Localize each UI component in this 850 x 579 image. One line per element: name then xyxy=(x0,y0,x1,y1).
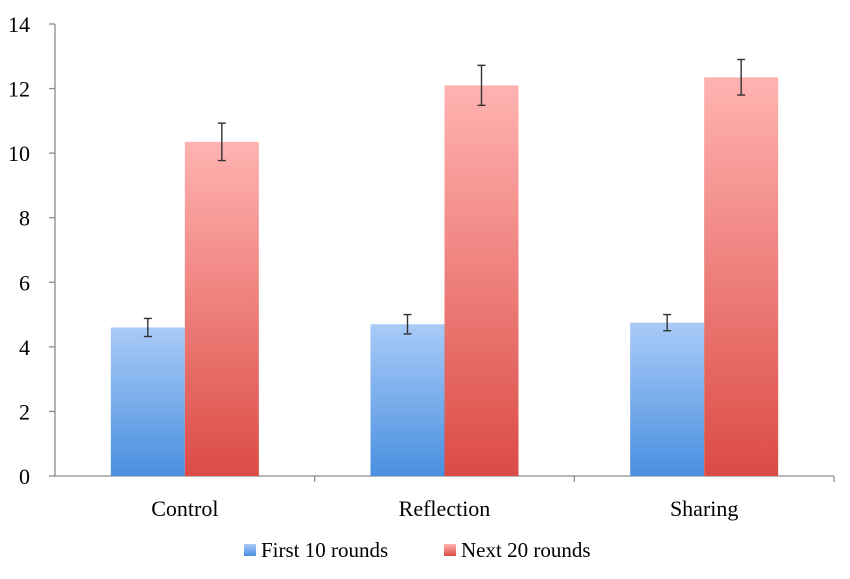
error-bar xyxy=(663,313,672,332)
bar-control-series-2 xyxy=(184,141,259,477)
error-bar xyxy=(403,313,412,335)
error-bar xyxy=(477,64,486,107)
legend: First 10 rounds Next 20 rounds xyxy=(244,538,591,562)
error-bar xyxy=(217,122,226,162)
y-tick-label: 10 xyxy=(8,141,30,166)
bars xyxy=(110,77,779,477)
bar-control-series-1 xyxy=(110,327,185,476)
y-tick-label: 14 xyxy=(8,12,30,37)
error-bars xyxy=(143,58,746,338)
legend-swatch xyxy=(444,544,456,556)
y-tick-label: 8 xyxy=(19,206,30,231)
category-labels: Control Reflection Sharing xyxy=(151,496,738,521)
category-label: Sharing xyxy=(670,496,738,521)
legend-label: Next 20 rounds xyxy=(461,538,591,562)
bar-reflection-series-2 xyxy=(444,85,519,476)
bar-sharing-series-2 xyxy=(704,77,779,477)
bar-reflection-series-1 xyxy=(370,324,445,476)
y-tick-label: 2 xyxy=(19,399,30,424)
bar-sharing-series-1 xyxy=(630,322,705,476)
legend-label: First 10 rounds xyxy=(261,538,388,562)
legend-swatch xyxy=(244,544,256,556)
error-bar xyxy=(737,58,746,96)
error-bar xyxy=(143,317,152,338)
y-tick-label: 4 xyxy=(19,335,30,360)
y-tick-label: 12 xyxy=(8,77,30,102)
category-label: Control xyxy=(151,496,218,521)
y-tick-label: 0 xyxy=(19,464,30,489)
category-label: Reflection xyxy=(399,496,491,521)
y-tick-label: 6 xyxy=(19,270,30,295)
